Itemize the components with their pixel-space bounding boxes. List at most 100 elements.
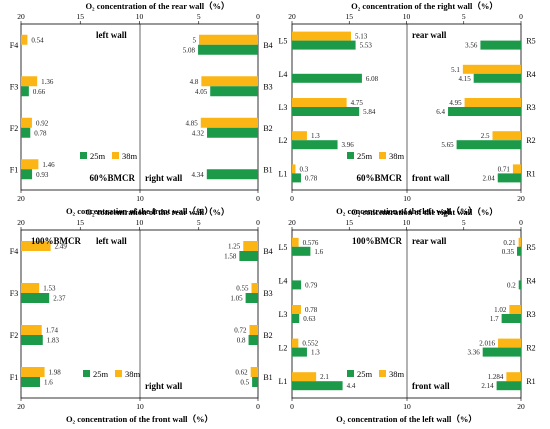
bar-25m-b2 bbox=[207, 127, 258, 138]
category-label-f1: F1 bbox=[10, 373, 18, 382]
legend-swatch-38m bbox=[379, 370, 386, 377]
top-tick-label: 15 bbox=[346, 12, 354, 21]
category-label-r1: R1 bbox=[526, 169, 535, 178]
bar-label-38m-r1: 0.71 bbox=[498, 165, 511, 173]
legend-swatch-38m bbox=[379, 152, 386, 159]
legend-label-38m: 38m bbox=[122, 151, 138, 161]
bar-38m-f1 bbox=[21, 159, 39, 170]
category-label-l1: L1 bbox=[279, 377, 288, 386]
right-wall-label: right wall bbox=[145, 381, 183, 391]
bar-25m-b1 bbox=[206, 169, 258, 180]
bottom-tick-label: 0 bbox=[256, 402, 260, 411]
bar-38m-b3 bbox=[201, 76, 258, 87]
front-wall-label: front wall bbox=[412, 381, 450, 391]
bar-label-25m-r3: 6.4 bbox=[436, 108, 445, 116]
bar-38m-f2 bbox=[21, 117, 32, 128]
bar-label-25m-b3: 1.05 bbox=[230, 295, 243, 303]
bar-38m-f2 bbox=[21, 325, 42, 335]
top-tick-label: 5 bbox=[197, 12, 201, 21]
bar-25m-l2 bbox=[292, 140, 338, 150]
bar-label-38m-f2: 1.74 bbox=[46, 327, 59, 335]
legend-swatch-38m bbox=[112, 152, 119, 159]
bar-38m-r1 bbox=[506, 372, 521, 382]
bar-38m-r4 bbox=[462, 64, 521, 74]
bottom-tick-label: 20 bbox=[17, 194, 25, 203]
bar-label-38m-l2: 1.3 bbox=[311, 132, 320, 140]
category-label-b4: B4 bbox=[263, 247, 272, 256]
top-tick-label: 5 bbox=[462, 12, 466, 21]
bar-38m-r2 bbox=[492, 131, 521, 141]
bottom-tick-label: 20 bbox=[17, 402, 25, 411]
bar-25m-r5 bbox=[517, 246, 521, 256]
bar-38m-l2 bbox=[292, 131, 307, 141]
bar-label-25m-b2: 0.8 bbox=[237, 337, 246, 345]
category-label-r1: R1 bbox=[526, 377, 535, 386]
top-tick-label: 0 bbox=[256, 218, 260, 227]
bar-25m-f1 bbox=[21, 169, 33, 180]
category-label-f2: F2 bbox=[10, 124, 18, 133]
top-tick-label: 0 bbox=[519, 12, 523, 21]
top-tick-label: 15 bbox=[77, 12, 85, 21]
category-label-l3: L3 bbox=[279, 103, 288, 112]
category-label-l5: L5 bbox=[279, 243, 288, 252]
top-tick-label: 15 bbox=[346, 218, 354, 227]
bar-38m-r3 bbox=[464, 98, 521, 107]
bar-38m-b2 bbox=[200, 117, 258, 128]
bar-38m-f4 bbox=[21, 34, 28, 45]
bar-label-25m-l2: 3.96 bbox=[342, 141, 355, 149]
bar-label-25m-r5: 3.56 bbox=[465, 42, 478, 50]
category-label-r3: R3 bbox=[526, 103, 535, 112]
bar-25m-l3 bbox=[292, 314, 300, 323]
category-label-b4: B4 bbox=[263, 41, 272, 50]
bar-label-25m-r4: 0.2 bbox=[507, 281, 516, 289]
legend-label-38m: 38m bbox=[125, 369, 141, 379]
category-label-r5: R5 bbox=[526, 37, 535, 46]
bar-label-25m-l5: 5.53 bbox=[360, 42, 373, 50]
bar-25m-r1 bbox=[496, 381, 521, 391]
bar-38m-l2 bbox=[292, 338, 299, 348]
bar-label-38m-r3: 1.02 bbox=[494, 306, 507, 314]
bar-label-25m-r4: 4.15 bbox=[458, 75, 471, 83]
category-label-b1: B1 bbox=[263, 165, 272, 174]
top-tick-label: 20 bbox=[288, 12, 296, 21]
bar-25m-r4 bbox=[473, 73, 521, 83]
bottom-tick-label: 10 bbox=[403, 402, 411, 411]
bar-label-38m-b1: 0.62 bbox=[235, 369, 248, 377]
top-tick-label: 20 bbox=[288, 218, 296, 227]
bar-label-38m-b3: 0.55 bbox=[236, 285, 249, 293]
top-tick-label: 5 bbox=[197, 218, 201, 227]
bar-label-25m-l4: 0.79 bbox=[305, 281, 318, 289]
legend-label-25m: 25m bbox=[93, 369, 109, 379]
bar-25m-l5 bbox=[292, 246, 311, 256]
rear-wall-label: rear wall bbox=[412, 30, 447, 40]
bottom-axis-title: O₂ concentration of the front wall（%） bbox=[66, 206, 213, 216]
chart-panel-3: 20 15 10 5 0 O₂ concentration of the rear wal… bbox=[10, 207, 273, 424]
category-label-b3: B3 bbox=[263, 82, 272, 91]
bar-25m-b4 bbox=[239, 251, 258, 261]
bar-25m-r5 bbox=[480, 40, 521, 50]
category-label-l3: L3 bbox=[279, 310, 288, 319]
bar-label-25m-r3: 1.7 bbox=[490, 315, 499, 323]
bottom-axis-title: O₂ concentration of the left wall（%） bbox=[336, 414, 477, 424]
legend: 25m 38m bbox=[347, 369, 405, 379]
bar-label-38m-l1: 2.1 bbox=[320, 373, 329, 381]
bar-label-25m-f1: 1.6 bbox=[44, 379, 53, 387]
bar-label-25m-l5: 1.6 bbox=[314, 248, 323, 256]
top-axis-title: O₂ concentration of the right wall（%） bbox=[351, 1, 498, 11]
bar-label-25m-f2: 1.83 bbox=[47, 337, 60, 345]
bar-25m-l4 bbox=[292, 73, 362, 83]
category-label-f4: F4 bbox=[10, 41, 18, 50]
bottom-tick-label: 0 bbox=[290, 194, 294, 203]
chart-panel-2: 20 15 10 5 0 O₂ concentration of the right wa… bbox=[279, 1, 536, 216]
category-label-b3: B3 bbox=[263, 289, 272, 298]
category-label-l4: L4 bbox=[279, 276, 288, 285]
category-label-l4: L4 bbox=[279, 70, 288, 79]
bar-38m-b2 bbox=[249, 325, 258, 335]
bar-25m-r3 bbox=[448, 107, 521, 116]
legend: 25m 38m bbox=[80, 151, 138, 161]
bar-label-38m-r5: 0.21 bbox=[503, 239, 516, 247]
bar-label-38m-r2: 2.016 bbox=[479, 340, 495, 348]
bottom-tick-label: 10 bbox=[403, 194, 411, 203]
legend-label-25m: 25m bbox=[90, 151, 106, 161]
bar-38m-b3 bbox=[251, 283, 258, 293]
